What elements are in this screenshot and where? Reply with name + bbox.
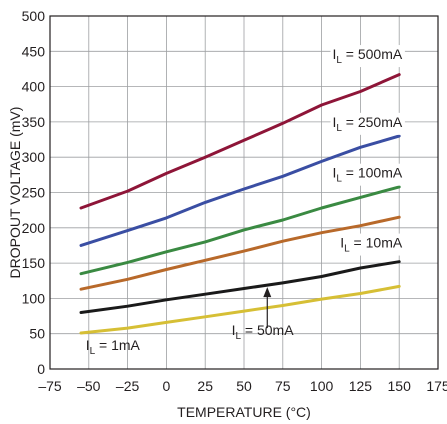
series-line-500 xyxy=(79,73,401,210)
curve-label-bg xyxy=(330,163,405,186)
curve-label-bg xyxy=(338,233,405,256)
y-axis-title: DROPOUT VOLTAGE (mV) xyxy=(7,107,23,279)
curve-label-1: IL = 1mA xyxy=(86,337,141,357)
curve-label-100: IL = 100mA xyxy=(332,165,402,185)
curve-label-50: IL = 50mA xyxy=(232,322,295,342)
y-tick-label: 250 xyxy=(22,185,46,201)
curve-label-backgrounds xyxy=(330,45,405,256)
curve-label-500: IL = 500mA xyxy=(332,46,402,66)
series-lines xyxy=(79,73,401,335)
x-tick-label: 150 xyxy=(388,378,412,394)
x-tick-label: 75 xyxy=(275,378,291,394)
x-tick-label: –75 xyxy=(38,378,62,394)
y-tick-label: 50 xyxy=(29,326,45,342)
x-tick-label: 100 xyxy=(310,378,334,394)
x-tick-label: 125 xyxy=(349,378,373,394)
x-tick-labels: –75 –50 –25 0 25 50 75 100 125 150 175 xyxy=(38,378,447,394)
x-tick-label: –25 xyxy=(116,378,140,394)
y-tick-label: 400 xyxy=(22,79,46,95)
series-line-10 xyxy=(79,215,401,291)
x-tick-label: 50 xyxy=(236,378,252,394)
y-tick-label: 0 xyxy=(37,361,45,377)
series-line-250 xyxy=(79,134,401,247)
x-tick-label: 0 xyxy=(163,378,171,394)
series-line-100 xyxy=(79,185,401,276)
x-tick-label: 25 xyxy=(197,378,213,394)
y-tick-label: 500 xyxy=(22,8,46,24)
y-tick-label: 100 xyxy=(22,290,46,306)
x-axis-title: TEMPERATURE (°C) xyxy=(177,404,311,420)
curve-label-250: IL = 250mA xyxy=(332,114,402,134)
plot-frame xyxy=(49,15,439,370)
series-line-50 xyxy=(79,260,401,314)
x-tick-label: 175 xyxy=(426,378,447,394)
y-tick-label: 350 xyxy=(22,114,46,130)
y-tick-label: 450 xyxy=(22,43,46,59)
curve-label-10: IL = 10mA xyxy=(340,235,403,255)
curve-labels: IL = 500mA IL = 250mA IL = 100mA IL = 10mA I… xyxy=(86,45,405,357)
series-line-1 xyxy=(79,284,401,335)
y-tick-label: 150 xyxy=(22,255,46,271)
y-tick-labels: 0 50 100 150 200 250 300 350 400 450 500 xyxy=(22,8,46,377)
curve-label-bg xyxy=(330,45,405,68)
y-tick-label: 200 xyxy=(22,220,46,236)
curve-label-bg xyxy=(330,112,405,135)
arrow-head xyxy=(263,287,272,298)
x-tick-label: –50 xyxy=(77,378,101,394)
y-tick-label: 300 xyxy=(22,149,46,165)
